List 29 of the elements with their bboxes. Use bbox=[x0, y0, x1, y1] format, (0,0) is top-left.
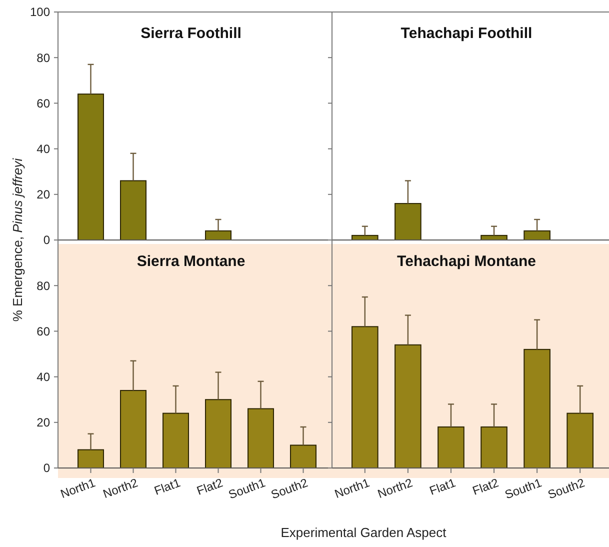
y-tick-label: 20 bbox=[36, 416, 50, 430]
x-tick-label: South1 bbox=[226, 476, 268, 502]
x-tick-label: Flat2 bbox=[470, 476, 501, 498]
y-tick-label: 80 bbox=[36, 278, 50, 293]
x-tick-label: North2 bbox=[101, 476, 140, 502]
x-tick-label: North1 bbox=[58, 476, 98, 502]
x-tick-label: South2 bbox=[546, 476, 587, 502]
x-tick-label: South1 bbox=[502, 476, 544, 502]
y-axis-title: % Emergence, Pinus jeffreyi bbox=[10, 157, 25, 322]
y-tick-label: 60 bbox=[36, 324, 50, 338]
x-tick-label: South2 bbox=[269, 476, 310, 502]
y-tick-label: 40 bbox=[36, 142, 50, 156]
y-tick-label: 0 bbox=[43, 461, 50, 476]
y-tick-label: 0 bbox=[43, 233, 50, 248]
text: Tehachapi Montane bbox=[397, 253, 536, 270]
text: Sierra Foothill bbox=[140, 25, 242, 42]
y-tick-label: 80 bbox=[36, 50, 50, 65]
x-tick-label: Flat2 bbox=[194, 476, 226, 498]
x-tick-label: North2 bbox=[376, 476, 415, 502]
text: Sierra Montane bbox=[136, 253, 246, 270]
x-tick-label: Flat1 bbox=[152, 476, 183, 498]
y-tick-label: 20 bbox=[36, 188, 50, 202]
y-tick-label: 60 bbox=[36, 96, 50, 110]
y-tick-label: 40 bbox=[36, 370, 50, 384]
text: Tehachapi Foothill bbox=[400, 25, 532, 42]
x-tick-label: North1 bbox=[332, 476, 372, 502]
x-axis-title: Experimental Garden Aspect bbox=[280, 525, 447, 540]
y-tick-label: 100 bbox=[30, 5, 50, 20]
x-tick-label: Flat1 bbox=[428, 476, 458, 498]
